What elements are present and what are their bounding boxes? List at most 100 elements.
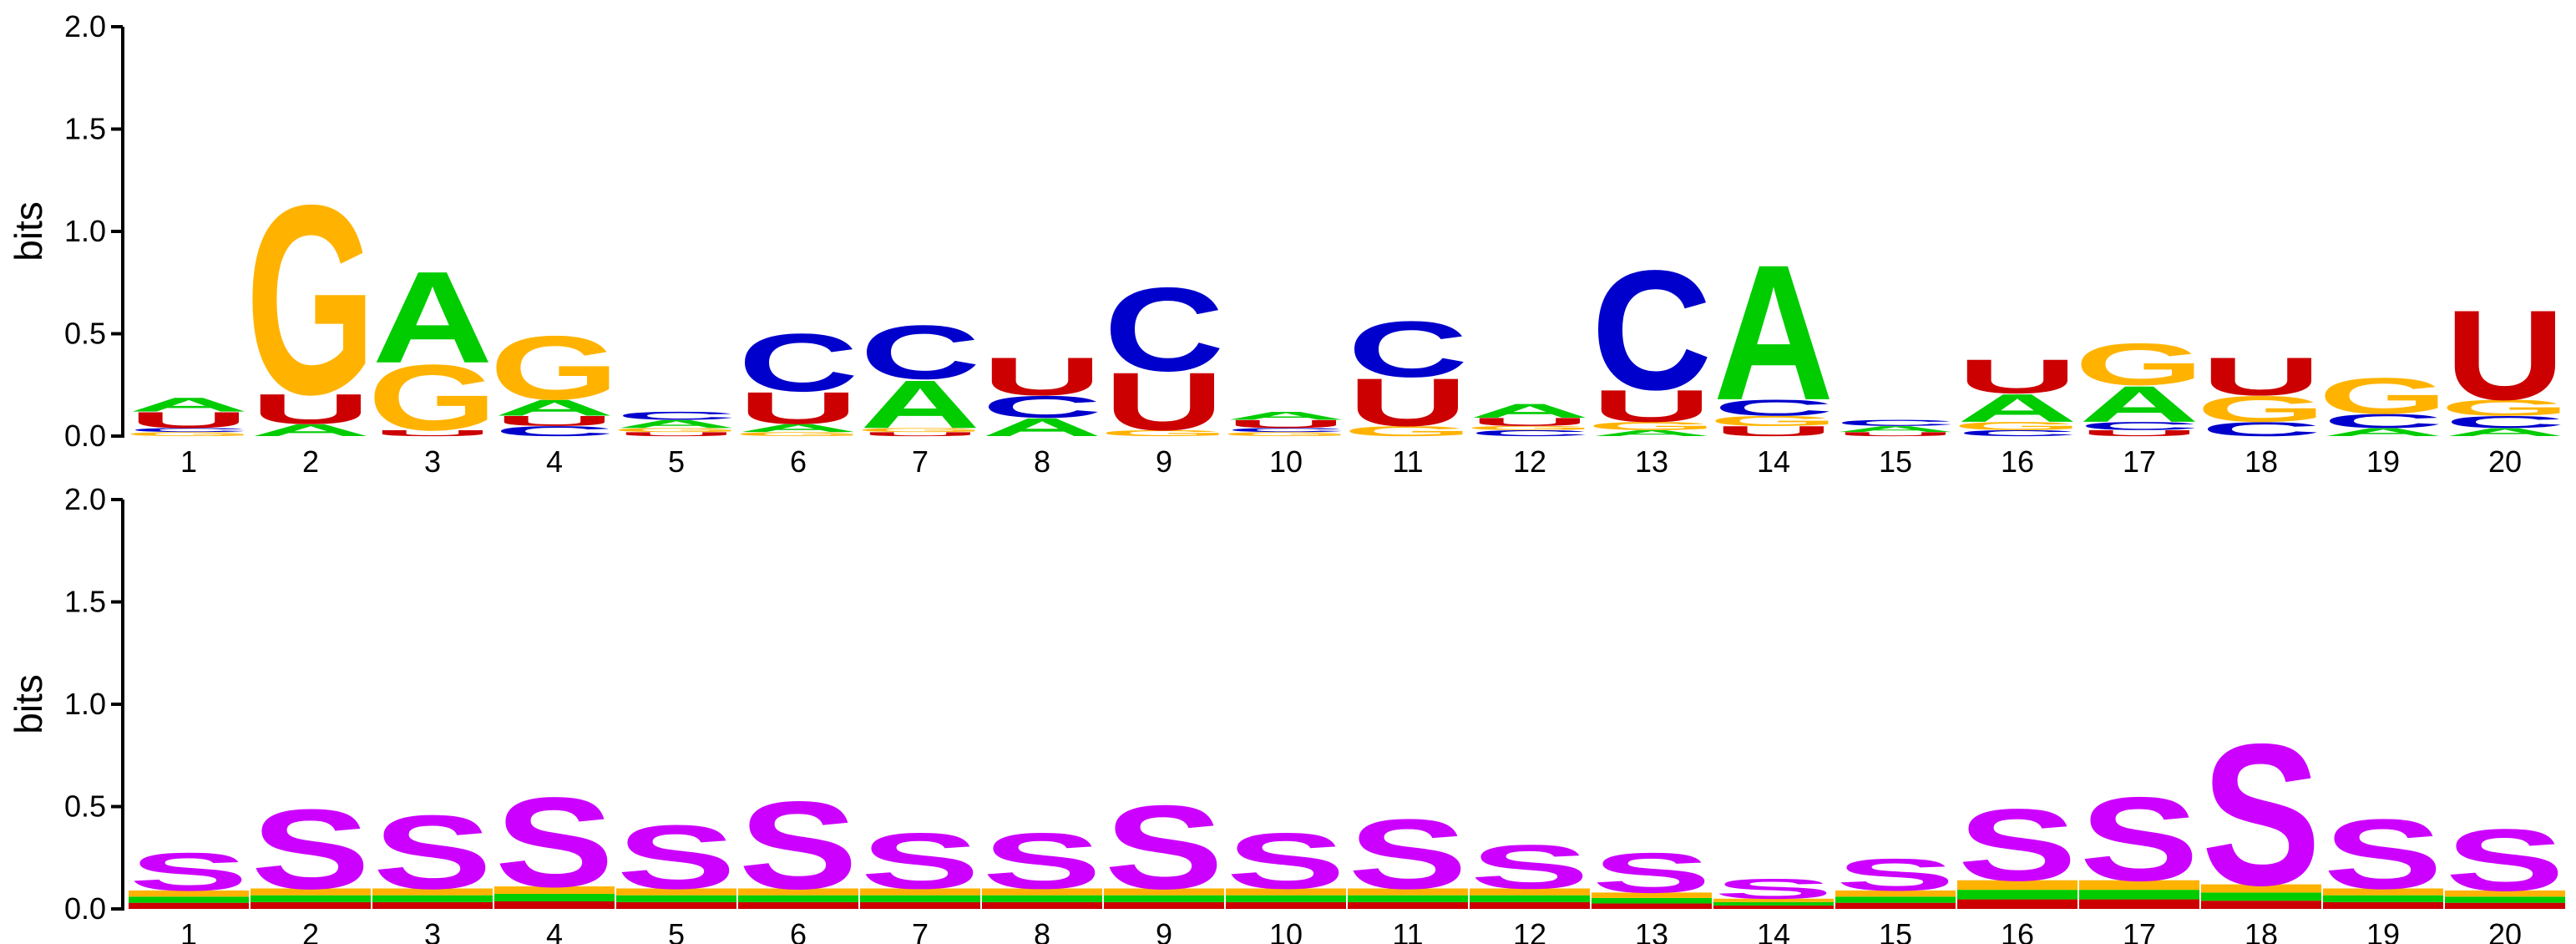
y-tick-label: 1.5 xyxy=(64,585,106,619)
logo-minor-symbol-band xyxy=(494,894,615,902)
x-tick-label: 8 xyxy=(1034,917,1050,944)
logo-letter-c: C xyxy=(2323,410,2443,433)
logo-minor-symbol-band xyxy=(1226,888,1346,896)
logo-letter-g: G xyxy=(855,427,985,434)
logo-letter-s: S xyxy=(372,794,492,911)
x-tick-label: 6 xyxy=(790,444,807,479)
logo-minor-symbol-band xyxy=(860,888,980,896)
logo-letter-g: G xyxy=(2318,368,2448,424)
x-tick-label: 15 xyxy=(1879,444,1912,479)
logo-letter-g: G xyxy=(1465,424,1595,431)
logo-letter-a: A xyxy=(1713,224,1834,440)
x-tick-label: 14 xyxy=(1757,444,1790,479)
logo-letter-s: S xyxy=(860,817,979,906)
logo-letter-a: A xyxy=(2323,426,2443,439)
logo-minor-symbol-band xyxy=(251,895,371,902)
logo-letter-u: U xyxy=(1835,431,1956,438)
logo-minor-symbol-band xyxy=(2323,901,2443,909)
logo-letter-c: C xyxy=(860,309,980,395)
logo-letter-g: G xyxy=(367,346,498,450)
x-tick-label: 20 xyxy=(2488,444,2522,479)
logo-minor-symbol-band xyxy=(1104,901,1224,909)
logo-minor-symbol-band xyxy=(1713,898,1834,902)
logo-minor-symbol-band xyxy=(2079,890,2199,900)
logo-letter-s: S xyxy=(2079,772,2199,906)
logo-letter-g: G xyxy=(124,431,254,438)
logo-minor-symbol-band xyxy=(129,896,249,903)
x-tick-label: 12 xyxy=(1513,444,1546,479)
y-tick-label: 1.0 xyxy=(64,214,106,248)
logo-letter-u: U xyxy=(1592,381,1712,432)
logo-minor-symbol-band xyxy=(372,901,493,909)
x-tick-label: 9 xyxy=(1156,917,1172,944)
logo-minor-symbol-band xyxy=(1835,896,1956,903)
x-tick-label: 12 xyxy=(1513,917,1546,944)
x-tick-label: 9 xyxy=(1156,444,1172,479)
logo-letter-u: U xyxy=(251,385,371,433)
x-tick-label: 16 xyxy=(2001,444,2034,479)
logo-letter-g: G xyxy=(2196,388,2326,429)
x-tick-label: 1 xyxy=(180,444,197,479)
x-tick-label: 16 xyxy=(2001,917,2034,944)
logo-letter-c: C xyxy=(129,427,249,434)
y-tick-label: 1.5 xyxy=(64,112,106,146)
logo-letter-c: C xyxy=(2079,419,2199,432)
logo-minor-symbol-band xyxy=(738,895,858,902)
logo-minor-symbol-band xyxy=(2201,901,2321,909)
logo-letter-s: S xyxy=(1592,841,1711,905)
y-tick-label: 0.5 xyxy=(64,317,106,351)
logo-minor-symbol-band xyxy=(1835,890,1956,897)
logo-minor-symbol-band xyxy=(251,901,371,909)
y-tick-label: 1.0 xyxy=(64,687,106,721)
x-tick-label: 5 xyxy=(668,917,685,944)
logo-letter-c: C xyxy=(1957,429,2078,438)
logo-letter-g: G xyxy=(1587,419,1717,432)
x-tick-label: 13 xyxy=(1635,444,1668,479)
logo-letter-u: U xyxy=(1957,350,2078,403)
logo-letter-c: C xyxy=(1226,427,1346,434)
logo-letter-s: S xyxy=(1348,799,1467,910)
logo-minor-symbol-band xyxy=(1104,895,1224,902)
logo-letter-a: A xyxy=(1592,429,1712,438)
y-tick-label: 2.0 xyxy=(64,482,106,516)
x-tick-label: 15 xyxy=(1879,917,1912,944)
logo-minor-symbol-band xyxy=(860,901,980,909)
logo-letter-g: G xyxy=(733,431,863,438)
x-tick-label: 2 xyxy=(302,917,319,944)
logo-minor-symbol-band xyxy=(2445,890,2565,897)
logo-minor-symbol-band xyxy=(1592,897,1712,904)
logo-letter-s: S xyxy=(494,770,614,914)
logo-letter-u: U xyxy=(738,383,858,434)
x-tick-label: 18 xyxy=(2245,917,2278,944)
x-tick-label: 8 xyxy=(1034,444,1050,479)
y-tick-label: 0.0 xyxy=(64,891,106,926)
logo-letter-g: G xyxy=(489,317,620,419)
logo-minor-symbol-band xyxy=(982,901,1102,909)
logo-letter-c: C xyxy=(494,424,615,439)
logo-minor-symbol-band xyxy=(1957,899,2078,909)
logo-letter-c: C xyxy=(2201,419,2321,441)
logo-letter-c: C xyxy=(738,317,858,409)
logo-letter-c: C xyxy=(1835,419,1956,428)
logo-letter-a: A xyxy=(738,422,858,434)
logo-minor-symbol-band xyxy=(372,895,493,902)
x-tick-label: 14 xyxy=(1757,917,1790,944)
logo-letter-c: C xyxy=(2445,413,2565,432)
logo-letter-s: S xyxy=(1104,780,1223,914)
logo-minor-symbol-band xyxy=(1592,903,1712,909)
y-tick-label: 0.5 xyxy=(64,789,106,824)
logo-letter-g: G xyxy=(2440,395,2570,420)
x-tick-label: 20 xyxy=(2488,917,2522,944)
logo-letter-a: A xyxy=(129,393,249,416)
logo-letter-c: C xyxy=(1592,235,1712,425)
logo-minor-symbol-band xyxy=(494,901,615,909)
logo-letter-u: U xyxy=(1470,416,1590,429)
logo-letter-u: U xyxy=(860,431,980,438)
logo-minor-symbol-band xyxy=(738,901,858,909)
logo-letter-u: U xyxy=(616,431,736,438)
x-tick-label: 10 xyxy=(1269,917,1303,944)
logo-minor-symbol-band xyxy=(1226,901,1346,909)
logo-minor-symbol-band xyxy=(2323,888,2443,896)
logo-minor-symbol-band xyxy=(1348,895,1468,902)
